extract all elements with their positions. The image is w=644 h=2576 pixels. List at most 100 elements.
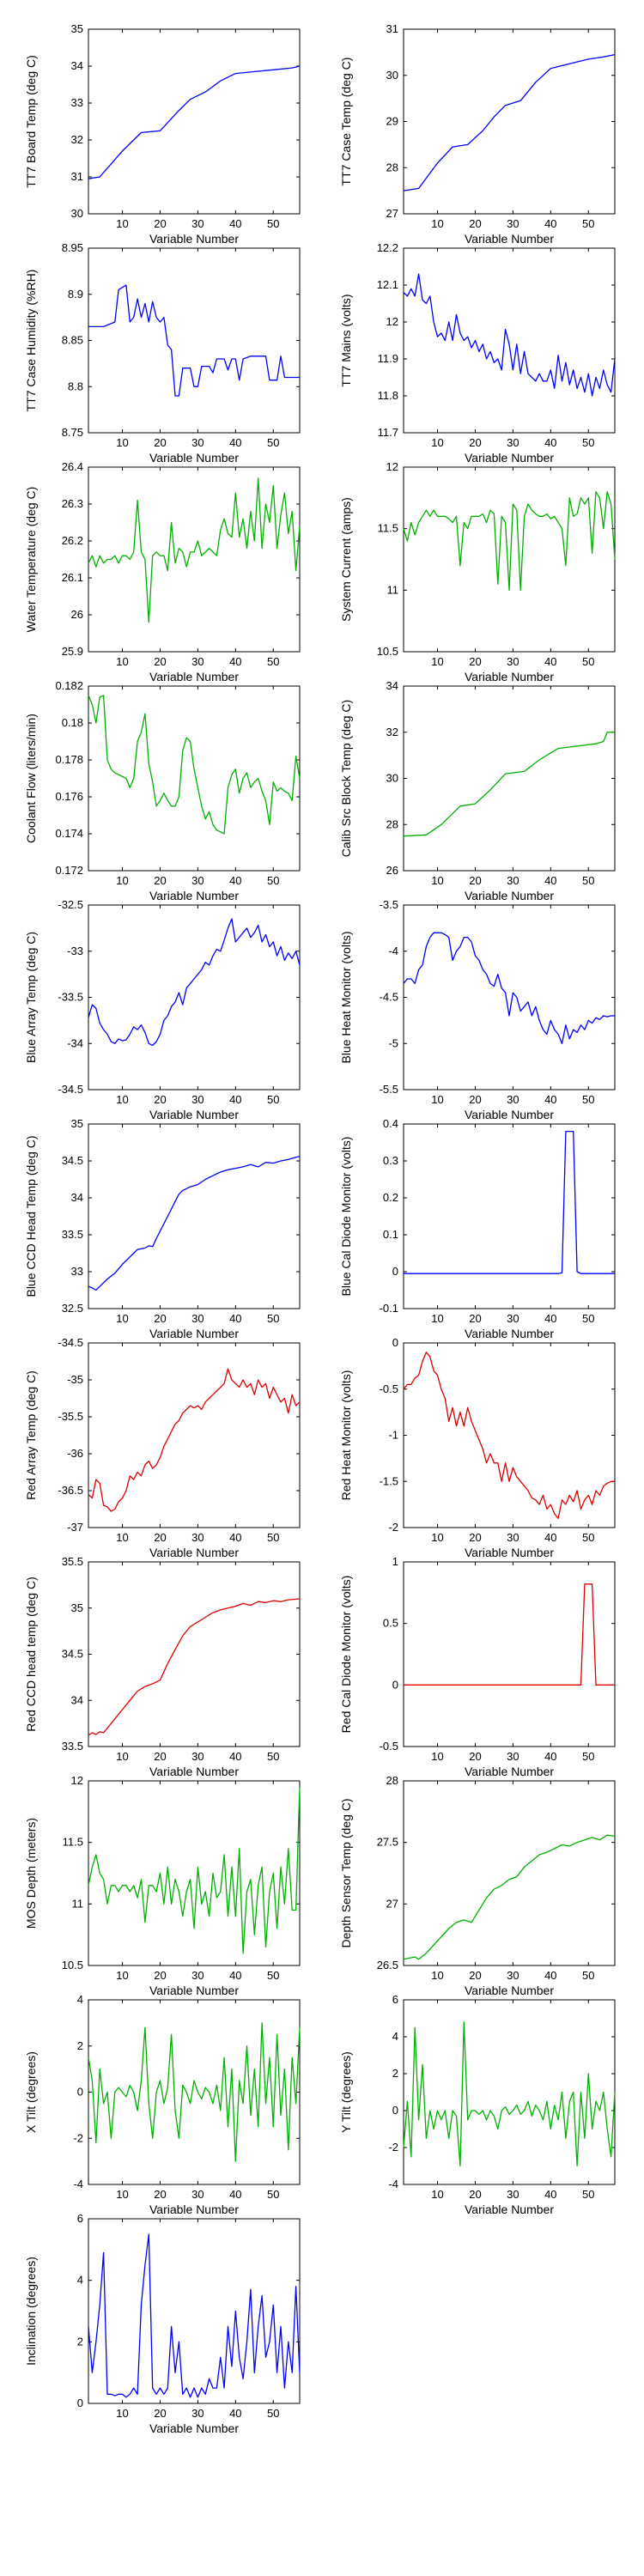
- x-tick-label: 40: [544, 1093, 556, 1106]
- y-tick-label: 33: [71, 96, 83, 109]
- y-tick-label: -4: [73, 2178, 83, 2190]
- y-tick-label: 2: [392, 2067, 398, 2080]
- x-tick-label: 20: [154, 874, 166, 887]
- y-tick-label: -4: [388, 2178, 398, 2190]
- x-tick-label: 30: [191, 1969, 204, 1982]
- x-tick-label: 40: [229, 217, 241, 230]
- x-tick-label: 30: [191, 217, 204, 230]
- x-tick-label: 30: [191, 2188, 204, 2201]
- y-tick-label: 0: [392, 1336, 398, 1349]
- y-tick-label: -4: [388, 945, 398, 957]
- x-axis-label: Variable Number: [465, 1327, 554, 1340]
- x-tick-label: 20: [154, 1312, 166, 1325]
- x-tick-label: 10: [116, 436, 128, 449]
- y-tick-label: 0: [392, 1678, 398, 1691]
- y-axis-label: TT7 Board Temp (deg C): [24, 55, 38, 188]
- x-tick-label: 10: [431, 217, 443, 230]
- y-tick-label: 11.5: [378, 522, 398, 535]
- y-tick-label: 10.5: [377, 645, 398, 658]
- y-tick-label: 34: [71, 59, 83, 72]
- y-axis-label: Blue CCD Head Temp (deg C): [24, 1135, 38, 1297]
- chart-panel-16: -0.5 0 0.5 1 10 20 30 40 50 Variable Number Red Ca…: [339, 1555, 616, 1778]
- x-tick-label: 10: [116, 1969, 128, 1982]
- y-tick-label: 28: [386, 817, 398, 830]
- y-axis-label: Coolant Flow (liters/min): [24, 714, 38, 843]
- y-tick-label: -37: [67, 1521, 83, 1534]
- y-tick-label: 6: [77, 2212, 83, 2225]
- y-tick-label: 35.5: [62, 1555, 83, 1568]
- y-tick-label: 11: [387, 583, 399, 596]
- x-tick-label: 50: [267, 1750, 279, 1763]
- x-axis-label: Variable Number: [149, 1765, 239, 1778]
- x-tick-label: 40: [544, 1531, 556, 1544]
- y-tick-label: 12: [386, 315, 398, 328]
- x-axis-label: Variable Number: [149, 1327, 239, 1340]
- x-tick-label: 40: [544, 436, 556, 449]
- y-axis-label: TT7 Mains (volts): [339, 294, 353, 386]
- x-tick-label: 30: [507, 1969, 519, 1982]
- y-tick-label: 6: [392, 1993, 398, 2006]
- y-tick-label: 0.5: [383, 1617, 398, 1630]
- x-tick-label: 10: [116, 655, 128, 668]
- x-tick-label: 30: [191, 1531, 204, 1544]
- chart-panel-1: 30 31 32 33 34 35 10 20 30 40 50 Variable Number TT7…: [24, 22, 301, 246]
- y-tick-label: 11.7: [378, 426, 398, 439]
- y-axis-label: TT7 Case Temp (deg C): [339, 58, 353, 186]
- plot-frame: [88, 1780, 301, 1966]
- x-tick-label: 10: [116, 2407, 128, 2420]
- plot-frame: [88, 2218, 301, 2404]
- x-tick-label: 20: [469, 655, 481, 668]
- y-tick-label: 26.3: [62, 497, 83, 510]
- y-tick-label: 26.4: [62, 460, 83, 473]
- y-axis-label: Depth Sensor Temp (deg C): [339, 1798, 353, 1947]
- x-tick-label: 50: [267, 1312, 279, 1325]
- x-tick-label: 40: [544, 2188, 556, 2201]
- x-tick-label: 20: [154, 1093, 166, 1106]
- y-tick-label: 0.2: [383, 1191, 398, 1204]
- x-tick-label: 50: [582, 1312, 594, 1325]
- y-tick-label: -1.5: [380, 1474, 398, 1487]
- x-tick-label: 10: [431, 874, 443, 887]
- x-tick-label: 30: [507, 1093, 519, 1106]
- x-tick-label: 40: [229, 2407, 241, 2420]
- series-line: [404, 1130, 615, 1274]
- y-tick-label: -32.5: [58, 898, 83, 911]
- y-axis-label: Blue Heat Monitor (volts): [339, 931, 353, 1063]
- x-tick-label: 40: [229, 436, 241, 449]
- y-tick-label: -2: [388, 2141, 398, 2154]
- x-tick-label: 30: [507, 874, 519, 887]
- plot-frame: [88, 1342, 301, 1528]
- series-line: [403, 1352, 615, 1519]
- x-tick-label: 10: [116, 2188, 128, 2201]
- chart-panel-6: 10.5 11 11.5 12 10 20 30 40 50 Variable Number Sys…: [339, 460, 616, 683]
- x-axis-label: Variable Number: [465, 1546, 554, 1559]
- x-tick-label: 20: [469, 1750, 481, 1763]
- x-tick-label: 40: [229, 1312, 241, 1325]
- x-tick-label: 30: [191, 1093, 204, 1106]
- x-tick-label: 10: [116, 1093, 128, 1106]
- x-tick-label: 50: [267, 436, 279, 449]
- chart-panel-4: 11.7 11.8 11.9 12 12.1 12.2 10 20 30 40 50 Variable…: [339, 241, 616, 465]
- x-tick-label: 40: [544, 1750, 556, 1763]
- y-tick-label: 25.9: [62, 645, 83, 658]
- x-tick-label: 10: [116, 874, 128, 887]
- y-tick-label: 12: [386, 460, 398, 473]
- y-axis-label: Water Temperature (deg C): [24, 487, 38, 633]
- x-tick-label: 40: [229, 1969, 241, 1982]
- chart-panel-10: -5.5 -5 -4.5 -4 -3.5 10 20 30 40 50 Variable Numbe…: [339, 898, 616, 1121]
- y-tick-label: 4: [77, 2274, 83, 2287]
- y-tick-label: 34: [71, 1191, 83, 1204]
- y-tick-label: -3.5: [380, 898, 398, 911]
- x-tick-label: 10: [116, 217, 128, 230]
- y-tick-label: 12: [71, 1774, 83, 1787]
- y-tick-label: 34: [71, 1693, 83, 1706]
- y-tick-label: -34.5: [58, 1336, 83, 1349]
- y-tick-label: 30: [386, 772, 398, 785]
- y-tick-label: 8.75: [62, 426, 83, 439]
- y-tick-label: -33: [67, 945, 83, 957]
- chart-panel-5: 25.9 26 26.1 26.2 26.3 26.4 10 20 30 40 50 Variable…: [24, 460, 301, 683]
- x-tick-label: 30: [191, 2407, 204, 2420]
- y-tick-label: 27.5: [377, 1836, 398, 1849]
- y-tick-label: 11.9: [378, 352, 398, 365]
- x-axis-label: Variable Number: [149, 2202, 239, 2216]
